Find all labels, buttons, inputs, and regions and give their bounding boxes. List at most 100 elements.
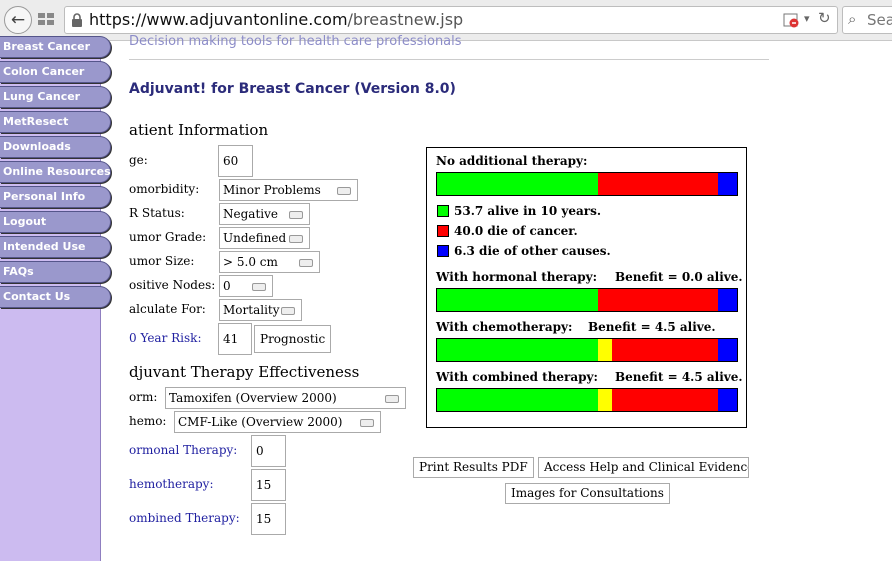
therapy-heading: djuvant Therapy Effectiveness [129,363,360,381]
chemo-regimen-label: hemo: [129,414,167,428]
calculate-for-value: Mortality [223,303,280,317]
prognostic-button[interactable]: Prognostic [254,325,332,353]
chevron-down-icon[interactable]: ▾ [804,12,810,25]
bar-segment-benefit [598,339,612,361]
chemo-bar [436,338,738,362]
sidebar-item-breast-cancer[interactable]: Breast Cancer [0,36,111,58]
page-title: Adjuvant! for Breast Cancer (Version 8.0… [129,81,456,97]
reload-icon[interactable]: ↻ [818,9,831,27]
hormonal-result-label: With hormonal therapy: [436,270,598,284]
dropdown-arrow-icon [337,187,351,195]
search-icon: ⌕ [848,10,857,28]
positive-nodes-value: 0 [223,279,231,293]
positive-nodes-select[interactable]: 0 [219,275,273,297]
hormonal-therapy-label: ormonal Therapy: [129,443,238,457]
hormonal-regimen-value: Tamoxifen (Overview 2000) [169,391,337,405]
sidebar-item-contact-us[interactable]: Contact Us [0,286,111,308]
ten-year-risk-input[interactable]: 41 [218,323,252,355]
url-text[interactable]: https://www.adjuvantonline.com/breastnew… [89,10,463,29]
combined-result-label: With combined therapy: [436,370,598,384]
legend-cancer-swatch [437,225,449,237]
bar-segment-other [718,173,737,195]
url-host: https://www.adjuvantonline.com [89,10,348,29]
combined-therapy-input[interactable]: 15 [251,503,286,535]
bar-segment-alive [437,173,599,195]
calculate-for-select[interactable]: Mortality [219,299,302,321]
dropdown-arrow-icon [252,283,266,291]
sidebar-item-faqs[interactable]: FAQs [0,261,111,283]
combined-bar [436,388,738,412]
patient-info-heading: atient Information [129,121,269,139]
chemo-result-label: With chemotherapy: [436,320,573,334]
age-input[interactable]: 60 [218,145,253,177]
bar-segment-alive [437,339,599,361]
legend-alive-swatch [437,205,449,217]
search-placeholder[interactable]: Sea [867,11,892,29]
sidebar-item-online-resources[interactable]: Online Resources [0,161,111,183]
hormonal-regimen-select[interactable]: Tamoxifen (Overview 2000) [165,387,406,409]
bar-segment-alive [437,389,599,411]
search-bar[interactable] [842,6,892,34]
chemo-regimen-select[interactable]: CMF-Like (Overview 2000) [174,411,381,433]
reader-view-icon[interactable] [783,12,799,28]
tumor-size-select[interactable]: > 5.0 cm [219,251,320,273]
age-label: ge: [129,153,148,167]
comorbidity-select[interactable]: Minor Problems [219,179,358,201]
tumor-grade-select[interactable]: Undefined [219,227,310,249]
sidebar-item-downloads[interactable]: Downloads [0,136,111,158]
chemo-regimen-value: CMF-Like (Overview 2000) [178,415,343,429]
er-status-select[interactable]: Negative [219,203,310,225]
er-status-value: Negative [223,207,278,221]
hormonal-bar [436,288,738,312]
dropdown-arrow-icon [289,211,303,219]
dropdown-arrow-icon [281,307,295,315]
sidebar-item-intended-use[interactable]: Intended Use [0,236,111,258]
bar-segment-cancer [611,339,719,361]
ten-year-risk-label: 0 Year Risk: [129,331,202,345]
access-help-button[interactable]: Access Help and Clinical Evidence [538,457,749,478]
tumor-size-value: > 5.0 cm [223,255,278,269]
positive-nodes-label: ositive Nodes: [129,278,216,292]
no-therapy-label: No additional therapy: [436,154,588,168]
legend-other-swatch [437,245,449,257]
tumor-size-label: umor Size: [129,254,195,268]
sidebar-item-lung-cancer[interactable]: Lung Cancer [0,86,111,108]
hormonal-benefit: Benefit = 0.0 alive. [615,270,743,284]
chemotherapy-label: hemotherapy: [129,477,214,491]
combined-therapy-label: ombined Therapy: [129,511,240,525]
url-bar[interactable] [64,6,838,34]
comorbidity-label: omorbidity: [129,182,200,196]
combined-benefit: Benefit = 4.5 alive. [615,370,743,384]
divider [129,59,769,60]
print-results-button[interactable]: Print Results PDF [413,457,534,478]
tumor-grade-label: umor Grade: [129,230,207,244]
bar-segment-benefit [598,389,612,411]
dropdown-arrow-icon [360,419,374,427]
bar-segment-alive [437,289,599,311]
sidebar-item-logout[interactable]: Logout [0,211,111,233]
bar-segment-other [718,339,737,361]
calculate-for-label: alculate For: [129,302,206,316]
url-path: /breastnew.jsp [347,10,464,29]
dropdown-arrow-icon [385,395,399,403]
chemo-benefit: Benefit = 4.5 alive. [588,320,716,334]
bar-segment-cancer [611,389,719,411]
legend-alive-text: 53.7 alive in 10 years. [454,204,602,218]
tab-grid-icon[interactable] [38,13,54,25]
sidebar-item-metresect[interactable]: MetResect [0,111,111,133]
chemotherapy-input[interactable]: 15 [251,469,286,501]
back-button[interactable]: ← [4,6,32,34]
bar-segment-other [718,389,737,411]
bar-segment-other [718,289,737,311]
bar-segment-cancer [598,173,719,195]
dropdown-arrow-icon [299,259,313,267]
lock-icon [72,13,82,27]
sidebar-item-colon-cancer[interactable]: Colon Cancer [0,61,111,83]
comorbidity-value: Minor Problems [223,183,321,197]
legend-cancer-text: 40.0 die of cancer. [454,224,578,238]
sidebar-item-personal-info[interactable]: Personal Info [0,186,111,208]
no-therapy-bar [436,172,738,196]
images-for-consultations-button[interactable]: Images for Consultations [505,483,670,504]
hormonal-therapy-input[interactable]: 0 [251,435,286,467]
bar-segment-cancer [598,289,719,311]
